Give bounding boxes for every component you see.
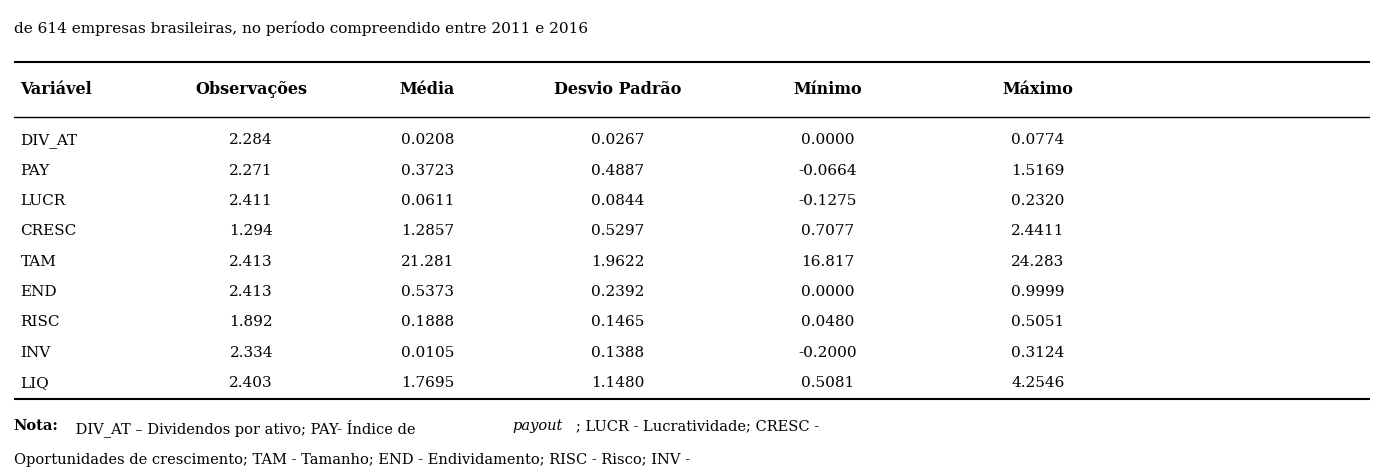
Text: CRESC: CRESC bbox=[21, 224, 78, 238]
Text: 2.411: 2.411 bbox=[230, 194, 273, 208]
Text: 0.0844: 0.0844 bbox=[591, 194, 644, 208]
Text: 0.9999: 0.9999 bbox=[1012, 285, 1064, 299]
Text: 2.4411: 2.4411 bbox=[1012, 224, 1064, 238]
Text: 1.2857: 1.2857 bbox=[401, 224, 454, 238]
Text: 2.413: 2.413 bbox=[230, 285, 273, 299]
Text: 0.0000: 0.0000 bbox=[801, 133, 854, 147]
Text: 0.5051: 0.5051 bbox=[1012, 315, 1064, 329]
Text: 1.892: 1.892 bbox=[230, 315, 273, 329]
Text: 1.7695: 1.7695 bbox=[401, 376, 454, 390]
Text: 0.5373: 0.5373 bbox=[401, 285, 454, 299]
Text: 1.5169: 1.5169 bbox=[1012, 164, 1064, 178]
Text: 4.2546: 4.2546 bbox=[1012, 376, 1064, 390]
Text: 0.0105: 0.0105 bbox=[401, 346, 454, 360]
Text: 0.2320: 0.2320 bbox=[1012, 194, 1064, 208]
Text: Desvio Padrão: Desvio Padrão bbox=[554, 81, 681, 98]
Text: TAM: TAM bbox=[21, 255, 57, 269]
Text: 0.0774: 0.0774 bbox=[1012, 133, 1064, 147]
Text: 1.1480: 1.1480 bbox=[591, 376, 644, 390]
Text: Observações: Observações bbox=[195, 81, 307, 98]
Text: 0.3723: 0.3723 bbox=[401, 164, 454, 178]
Text: DIV_AT – Dividendos por ativo; PAY- Índice de: DIV_AT – Dividendos por ativo; PAY- Índi… bbox=[71, 419, 419, 437]
Text: -0.2000: -0.2000 bbox=[799, 346, 857, 360]
Text: 21.281: 21.281 bbox=[401, 255, 454, 269]
Text: 0.4887: 0.4887 bbox=[591, 164, 644, 178]
Text: 1.294: 1.294 bbox=[230, 224, 273, 238]
Text: de 614 empresas brasileiras, no período compreendido entre 2011 e 2016: de 614 empresas brasileiras, no período … bbox=[14, 21, 588, 36]
Text: -0.0664: -0.0664 bbox=[799, 164, 857, 178]
Text: 2.271: 2.271 bbox=[230, 164, 273, 178]
Text: END: END bbox=[21, 285, 57, 299]
Text: INV: INV bbox=[21, 346, 51, 360]
Text: 24.283: 24.283 bbox=[1012, 255, 1064, 269]
Text: DIV_AT: DIV_AT bbox=[21, 133, 78, 148]
Text: Variável: Variável bbox=[21, 81, 93, 98]
Text: ; LUCR - Lucratividade; CRESC -: ; LUCR - Lucratividade; CRESC - bbox=[576, 419, 819, 433]
Text: 16.817: 16.817 bbox=[801, 255, 854, 269]
Text: 0.1465: 0.1465 bbox=[591, 315, 644, 329]
Text: 0.5297: 0.5297 bbox=[591, 224, 644, 238]
Text: 0.1888: 0.1888 bbox=[401, 315, 454, 329]
Text: LIQ: LIQ bbox=[21, 376, 50, 390]
Text: 0.3124: 0.3124 bbox=[1012, 346, 1064, 360]
Text: 0.5081: 0.5081 bbox=[801, 376, 854, 390]
Text: LUCR: LUCR bbox=[21, 194, 66, 208]
Text: RISC: RISC bbox=[21, 315, 60, 329]
Text: 0.0611: 0.0611 bbox=[401, 194, 454, 208]
Text: Máximo: Máximo bbox=[1002, 81, 1074, 98]
Text: 1.9622: 1.9622 bbox=[591, 255, 644, 269]
Text: 0.0208: 0.0208 bbox=[401, 133, 454, 147]
Text: 0.7077: 0.7077 bbox=[801, 224, 854, 238]
Text: PAY: PAY bbox=[21, 164, 50, 178]
Text: Nota:: Nota: bbox=[14, 419, 58, 433]
Text: 2.403: 2.403 bbox=[230, 376, 273, 390]
Text: Oportunidades de crescimento; TAM - Tamanho; END - Endividamento; RISC - Risco; : Oportunidades de crescimento; TAM - Tama… bbox=[14, 453, 689, 467]
Text: 2.334: 2.334 bbox=[230, 346, 273, 360]
Text: 0.2392: 0.2392 bbox=[591, 285, 644, 299]
Text: Média: Média bbox=[400, 81, 455, 98]
Text: 0.0267: 0.0267 bbox=[591, 133, 644, 147]
Text: 2.413: 2.413 bbox=[230, 255, 273, 269]
Text: 0.1388: 0.1388 bbox=[591, 346, 644, 360]
Text: -0.1275: -0.1275 bbox=[799, 194, 857, 208]
Text: payout: payout bbox=[512, 419, 562, 433]
Text: 2.284: 2.284 bbox=[230, 133, 273, 147]
Text: Mínimo: Mínimo bbox=[793, 81, 862, 98]
Text: 0.0480: 0.0480 bbox=[801, 315, 854, 329]
Text: 0.0000: 0.0000 bbox=[801, 285, 854, 299]
